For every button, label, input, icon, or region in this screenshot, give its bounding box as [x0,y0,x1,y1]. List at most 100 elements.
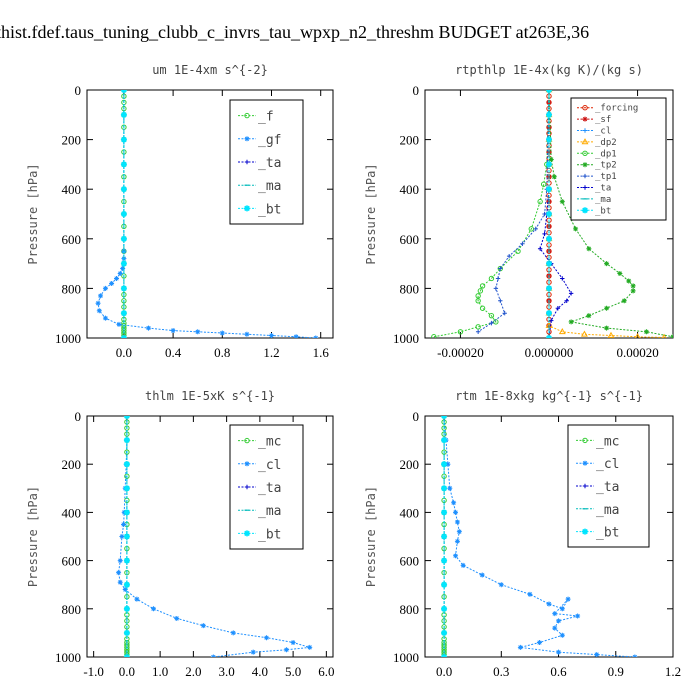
data-point-ta [555,306,561,311]
data-point-bt [546,111,552,118]
legend-label: _cl [258,458,281,473]
data-point-gf [96,308,102,314]
data-point-tp2 [617,271,623,277]
data-point-bt [123,533,130,540]
data-point-cl [565,596,571,602]
data-point-mc [441,624,447,630]
data-point-bt [441,416,448,419]
legend-marker-ta [244,484,250,490]
data-point-bt [120,136,127,143]
data-point-ta [560,276,565,281]
panel-title: rtpthlp 1E-4x(kg K)/(kg s) [455,63,643,77]
data-point-bt [441,461,448,468]
legend-marker-cl [244,461,250,467]
legend-label: _ma [596,503,619,518]
data-point-cl [575,613,581,619]
y-tick-label: 1000 [55,650,81,665]
legend-marker-sf [582,116,588,122]
data-point-bt [120,310,127,317]
legend-label: _tp2 [595,161,617,171]
data-point-tp2 [626,278,632,284]
data-point-tp2 [568,319,574,325]
x-tick-label: 6.0 [318,664,334,679]
legend-label: _ta [595,184,611,194]
legend-marker-ta [582,483,588,489]
plot-area [431,90,673,338]
x-tick-label: 0.4 [165,345,182,360]
data-point-bt [546,90,552,93]
plot-area [95,90,319,338]
plot-frame [424,415,674,658]
data-point-gf [98,293,104,299]
y-tick-label: 400 [400,505,420,520]
data-point-tp2 [630,288,636,294]
series-line-ta [539,90,572,338]
data-point-cl [117,579,123,585]
x-tick-label: 2.0 [185,664,201,679]
data-point-bt [546,136,552,143]
series-line-dp1 [433,90,550,338]
data-point-bt [123,509,130,516]
series-bt [441,416,448,657]
legend-marker-dp2 [581,138,589,145]
y-tick-label: 200 [400,133,420,148]
data-point-bt [441,629,448,636]
data-point-cl [121,521,127,527]
data-point-bt [120,90,127,93]
data-point-gf [117,271,123,277]
chart-panel-3: thlm 1E-5xK s^{-1} Pressure [hPa] 0 200 400 6… [26,389,334,679]
y-tick-label: 1000 [393,650,419,665]
data-point-cl [250,649,256,655]
data-point-cl [264,635,270,641]
data-point-bt [123,605,130,612]
series-line-tp2 [548,90,673,338]
legend-label: _bt [595,206,611,216]
legend-marker-cl [582,460,588,466]
chart-panel-4: rtm 1E-8xkg kg^{-1} s^{-1} Pressure [hPa]… [364,389,681,679]
y-tick-label: 0 [75,83,82,98]
data-point-tp2 [630,283,636,289]
legend: _mc _cl _ta _ma _bt [229,424,304,550]
legend-label: _forcing [595,104,638,114]
y-tick-label: 0 [413,409,420,424]
x-tick-label: 0.3 [493,664,509,679]
x-tick-label: 0.6 [550,664,567,679]
data-point-cl [552,611,558,617]
data-point-tp2 [604,305,610,311]
data-point-cl [632,654,638,657]
data-point-ta [568,291,574,296]
y-axis-title: Pressure [hPa] [364,486,378,587]
data-point-bt [123,557,130,564]
legend-marker-cl [582,128,588,133]
data-point-gf [195,329,201,335]
data-point-gf [244,331,250,337]
data-point-bt [546,335,552,338]
data-point-dp1 [528,226,534,232]
x-tick-label: 1.2 [263,345,279,360]
legend-marker-tp2 [582,162,588,168]
legend-label: _dp2 [595,138,617,148]
data-point-bt [546,235,552,242]
legend-label: _sf [595,115,611,125]
data-point-tp2 [551,174,557,180]
y-tick-label: 800 [62,602,82,617]
data-point-tp2 [586,313,592,319]
legend-marker-dp1 [582,150,588,157]
data-point-tp1 [493,286,499,291]
x-tick-label: 0.0 [116,345,132,360]
data-point-cl [460,562,466,568]
legend-marker-bt [582,207,588,214]
data-point-cl [283,647,289,653]
data-point-cl [527,591,533,597]
data-point-gf [219,330,225,336]
x-tick-label: 4.0 [252,664,268,679]
data-point-tp2 [604,261,610,267]
data-point-mc [441,449,447,455]
data-point-tp1 [520,241,525,246]
legend-marker-bt [244,530,250,537]
data-point-cl [556,618,562,624]
x-tick-label: -0.00020 [437,345,484,360]
series-bt [123,416,130,657]
y-tick-label: 800 [400,281,420,296]
data-point-dp1 [457,329,464,335]
